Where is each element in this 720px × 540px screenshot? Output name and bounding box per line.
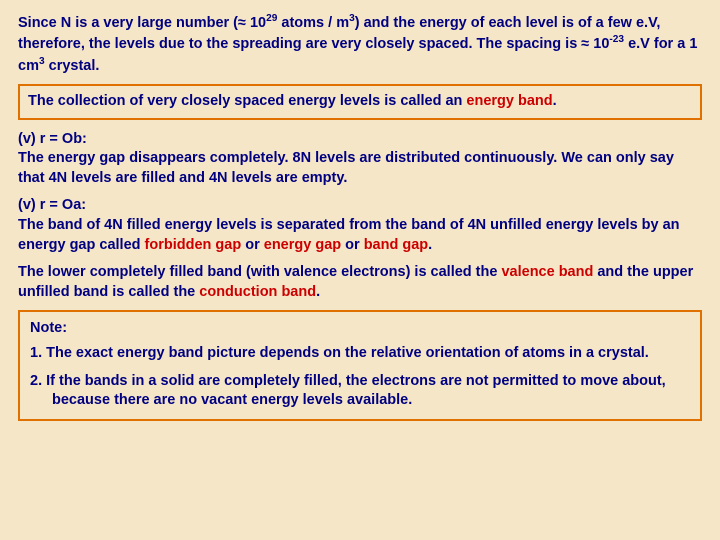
definition-box-energy-band: The collection of very closely spaced en…	[18, 84, 702, 120]
term-energy-band: energy band	[466, 93, 552, 109]
case-description: The energy gap disappears completely. 8N…	[18, 150, 674, 186]
text: Since N is a very large number (≈ 10	[18, 15, 266, 31]
note-box: Note: 1. The exact energy band picture d…	[18, 310, 702, 421]
case-label: (v) r = Oa:	[18, 197, 86, 213]
term-energy-gap: energy gap	[264, 237, 341, 253]
text: .	[428, 237, 432, 253]
case-oa-paragraph: (v) r = Oa: The band of 4N filled energy…	[18, 196, 702, 255]
term-forbidden-gap: forbidden gap	[145, 237, 242, 253]
term-valence-band: valence band	[501, 264, 593, 280]
slide-container: Since N is a very large number (≈ 1029 a…	[0, 0, 720, 433]
term-band-gap: band gap	[364, 237, 428, 253]
case-ob-paragraph: (v) r = Ob: The energy gap disappears co…	[18, 130, 702, 189]
text: atoms / m	[277, 15, 349, 31]
note-title: Note:	[30, 320, 690, 336]
definition-text: The collection of very closely spaced en…	[28, 92, 692, 112]
case-label: (v) r = Ob:	[18, 131, 87, 147]
text: .	[553, 93, 557, 109]
text: or	[241, 237, 264, 253]
text: .	[316, 284, 320, 300]
text: or	[341, 237, 364, 253]
text: crystal.	[45, 58, 100, 74]
note-item-1: 1. The exact energy band picture depends…	[30, 344, 690, 364]
text: The lower completely filled band (with v…	[18, 264, 501, 280]
text: The collection of very closely spaced en…	[28, 93, 466, 109]
superscript: -23	[609, 34, 624, 45]
term-conduction-band: conduction band	[199, 284, 316, 300]
superscript: 29	[266, 13, 277, 24]
intro-paragraph: Since N is a very large number (≈ 1029 a…	[18, 12, 702, 76]
bands-paragraph: The lower completely filled band (with v…	[18, 263, 702, 302]
note-item-2: 2. If the bands in a solid are completel…	[30, 372, 690, 411]
